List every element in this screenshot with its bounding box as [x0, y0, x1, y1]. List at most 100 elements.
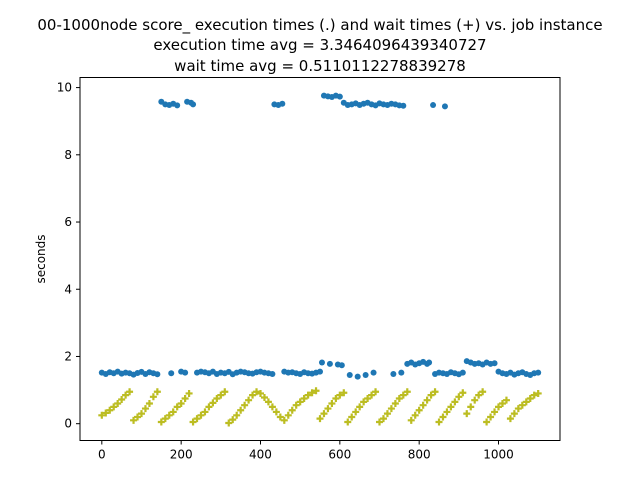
y-tick-label: 6	[64, 215, 72, 229]
x-tick-label: 200	[170, 448, 193, 462]
wait-time-point	[518, 401, 526, 409]
wait-time-point	[340, 389, 348, 397]
wait-time-point	[364, 394, 372, 402]
wait-time-point	[356, 403, 364, 411]
wait-time-point	[455, 393, 463, 401]
execution-time-point	[317, 368, 323, 375]
wait-time-point	[475, 391, 483, 399]
wait-time-point	[221, 388, 229, 396]
execution-time-point	[190, 101, 197, 108]
wait-time-point	[479, 388, 487, 396]
wait-time-point	[106, 406, 114, 414]
wait-time-point	[423, 396, 431, 404]
x-tick-label: 1000	[483, 448, 514, 462]
wait-time-point	[443, 408, 451, 416]
wait-time-point	[149, 393, 157, 401]
wait-time-point	[451, 398, 459, 406]
wait-time-point	[177, 400, 185, 408]
wait-time-point	[391, 400, 399, 408]
wait-time-point	[530, 391, 538, 399]
wait-time-point	[197, 411, 205, 419]
execution-time-point	[535, 369, 542, 376]
x-tick-label: 800	[408, 448, 431, 462]
y-tick-label: 4	[64, 282, 72, 296]
wait-time-point	[253, 388, 261, 396]
execution-time-point	[426, 359, 433, 366]
wait-time-point	[130, 416, 138, 424]
wait-time-point	[249, 391, 257, 399]
wait-time-point	[407, 416, 415, 424]
wait-time-point	[169, 408, 177, 416]
wait-time-point	[213, 394, 221, 402]
wait-time-point	[431, 388, 439, 396]
wait-time-point	[189, 418, 197, 426]
wait-time-point	[173, 403, 181, 411]
wait-time-point	[395, 394, 403, 402]
y-tick-label: 10	[57, 81, 72, 95]
wait-time-point	[463, 410, 471, 418]
x-axis: 0 200 400 600 800 1000	[98, 440, 514, 462]
wait-time-point	[284, 411, 292, 419]
wait-time-point	[241, 401, 249, 409]
wait-time-point	[360, 398, 368, 406]
execution-time-point	[338, 362, 345, 369]
wait-time-point	[522, 398, 530, 406]
chart-title-line-3: wait time avg = 0.5110112278839278	[174, 57, 466, 75]
wait-time-point	[383, 410, 391, 418]
wait-time-point	[118, 395, 126, 403]
execution-time-point	[182, 369, 189, 376]
wait-time-point	[316, 415, 324, 423]
plot-area	[80, 77, 560, 441]
execution-time-point	[491, 360, 498, 367]
wait-time-point	[312, 387, 320, 395]
chart-title: 00-1000node score_ execution times (.) a…	[37, 16, 602, 75]
wait-time-point	[102, 409, 110, 417]
execution-time-point	[400, 102, 407, 109]
wait-time-point	[260, 393, 268, 401]
execution-time-point	[318, 359, 325, 366]
execution-time-point	[269, 370, 276, 377]
wait-time-point	[300, 394, 308, 402]
wait-time-point	[399, 391, 407, 399]
execution-time-point	[279, 100, 286, 107]
execution-time-point	[398, 369, 405, 376]
wait-time-point	[126, 388, 134, 396]
execution-time-series	[98, 92, 542, 380]
wait-time-point	[336, 391, 344, 399]
wait-time-point	[272, 408, 280, 416]
wait-time-point	[137, 410, 145, 418]
wait-time-point	[217, 391, 225, 399]
execution-time-point	[430, 102, 437, 109]
wait-time-point	[233, 411, 241, 419]
wait-time-point	[110, 403, 118, 411]
wait-time-point	[435, 418, 443, 426]
wait-time-point	[276, 413, 284, 421]
wait-time-point	[332, 394, 340, 402]
wait-time-point	[526, 394, 534, 402]
wait-time-point	[483, 418, 491, 426]
execution-time-point	[354, 373, 361, 380]
chart-title-line-1: 00-1000node score_ execution times (.) a…	[37, 16, 602, 35]
wait-time-point	[181, 394, 189, 402]
wait-time-point	[495, 403, 503, 411]
wait-time-point	[268, 403, 276, 411]
wait-time-point	[344, 418, 352, 426]
wait-time-point	[288, 406, 296, 414]
wait-time-point	[225, 419, 233, 427]
wait-time-point	[237, 406, 245, 414]
wait-time-point	[296, 398, 304, 406]
wait-time-point	[185, 389, 193, 397]
wait-time-point	[376, 418, 384, 426]
wait-time-point	[348, 413, 356, 421]
wait-time-point	[534, 389, 542, 397]
x-tick-label: 400	[249, 448, 272, 462]
wait-time-point	[165, 411, 173, 419]
wait-time-point	[114, 400, 122, 408]
wait-time-point	[487, 413, 495, 421]
wait-time-point	[459, 389, 467, 397]
plot-frame	[79, 77, 561, 441]
wait-time-point	[514, 405, 522, 413]
wait-time-point	[498, 400, 506, 408]
wait-time-point	[415, 406, 423, 414]
